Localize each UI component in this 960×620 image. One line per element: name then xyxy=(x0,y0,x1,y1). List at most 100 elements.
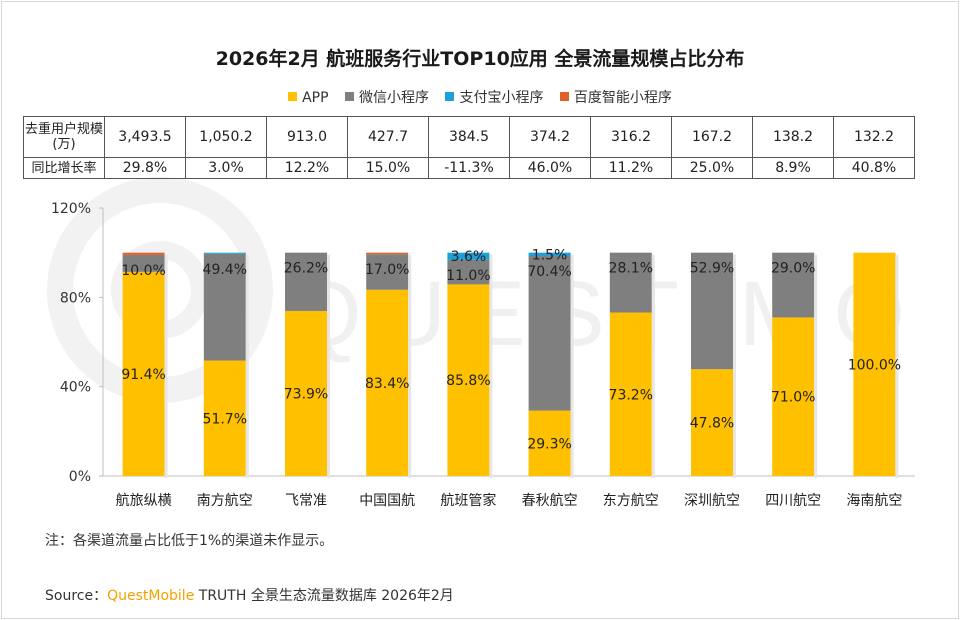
bar-segment xyxy=(447,259,490,285)
data-label: 1.5% xyxy=(532,247,568,263)
bar-shadow xyxy=(327,254,330,313)
users-cell: 138.2 xyxy=(752,116,834,158)
data-label: 85.8% xyxy=(446,373,490,389)
bar-shadow xyxy=(245,255,249,363)
users-cell: 374.2 xyxy=(509,116,591,158)
growth-cell: 11.2% xyxy=(590,157,672,179)
bar-shadow xyxy=(570,258,574,413)
data-label: 10.0% xyxy=(121,263,165,279)
users-cell: 316.2 xyxy=(590,116,672,158)
data-label: 71.0% xyxy=(771,390,815,406)
bar-segment xyxy=(285,252,327,311)
bar-segment xyxy=(691,252,733,370)
x-tick-label: 航旅纵横 xyxy=(116,493,172,509)
stats-table: 去重用户规模(万) 3,493.5 1,050.2 913.0 427.7 38… xyxy=(23,116,915,179)
bar-shadow xyxy=(570,412,574,478)
users-cell: 3,493.5 xyxy=(104,116,186,158)
bar-shadow xyxy=(814,254,818,320)
bar-segment xyxy=(772,252,815,318)
bar-segment xyxy=(203,252,246,254)
x-tick-label: 东方航空 xyxy=(603,493,659,509)
users-row: 去重用户规模(万) 3,493.5 1,050.2 913.0 427.7 38… xyxy=(23,116,915,158)
y-tick-label: 40% xyxy=(60,380,91,396)
bar-segment xyxy=(203,253,246,361)
y-tick-label: 80% xyxy=(60,290,91,306)
x-tick-label: 航班管家 xyxy=(440,492,496,509)
growth-cell: 29.8% xyxy=(104,157,186,179)
x-tick-label: 南方航空 xyxy=(197,493,253,509)
x-tick-label: 中国国航 xyxy=(359,493,415,509)
users-cell: 913.0 xyxy=(266,116,348,158)
growth-cell: 25.0% xyxy=(671,157,753,179)
stacked-bar-chart: 0% 40% 80% 120% 91.4% 10.0% 航旅纵横 51.7% 49.4% 南方航空… xyxy=(51,201,915,509)
bar-shadow xyxy=(489,261,493,287)
data-label: 49.4% xyxy=(203,262,247,278)
bar-shadow xyxy=(733,371,736,478)
growth-row: 同比增长率 29.8% 3.0% 12.2% 15.0% -11.3% 46.0… xyxy=(23,157,915,179)
growth-cell: 15.0% xyxy=(347,157,429,179)
x-tick-label: 海南航空 xyxy=(846,493,902,509)
bar-shadow xyxy=(408,254,412,257)
bar-segment xyxy=(528,410,571,476)
bar-segment xyxy=(366,252,409,255)
growth-cell: 46.0% xyxy=(509,157,591,179)
users-cell: 132.2 xyxy=(833,116,915,158)
bar-shadow xyxy=(489,254,493,262)
y-tick-label: 120% xyxy=(51,201,91,217)
bar-shadow xyxy=(245,254,249,256)
bar-segment xyxy=(853,252,896,476)
bar-segment xyxy=(122,252,165,255)
bar-segment xyxy=(285,310,327,476)
data-label: 70.4% xyxy=(527,264,571,280)
source-line: Source：QuestMobile TRUTH 全景生态流量数据库 2026年… xyxy=(45,585,454,605)
source-prefix: Source： xyxy=(45,588,108,604)
x-tick-label: 四川航空 xyxy=(765,493,821,509)
legend-item-app: APP xyxy=(288,90,329,106)
legend-item-baidu: 百度智能小程序 xyxy=(559,87,672,107)
data-label: 17.0% xyxy=(365,262,409,278)
data-label: 29.3% xyxy=(527,436,571,452)
bar-shadow xyxy=(814,319,818,478)
x-tick-label: 飞常准 xyxy=(285,493,327,509)
chart-title: 2026年2月 航班服务行业TOP10应用 全景流量规模占比分布 xyxy=(215,48,745,70)
bar-segment xyxy=(203,360,246,476)
source-rest: TRUTH 全景生态流量数据库 2026年2月 xyxy=(194,588,454,604)
data-label: 3.6% xyxy=(451,249,487,265)
footnote: 注：各渠道流量占比低于1%的渠道未作显示。 xyxy=(45,533,334,549)
bar-shadow xyxy=(408,291,412,478)
data-label: 73.9% xyxy=(284,386,328,402)
growth-cell: 8.9% xyxy=(752,157,834,179)
bar-segment xyxy=(528,256,571,411)
bar-segment xyxy=(772,317,815,476)
data-label: 52.9% xyxy=(690,261,734,277)
legend-item-wechat: 微信小程序 xyxy=(345,87,429,107)
legend: APP 微信小程序 支付宝小程序 百度智能小程序 xyxy=(0,87,960,107)
bar-shadow xyxy=(164,254,168,257)
x-tick-label: 深圳航空 xyxy=(684,493,740,509)
bar-shadow xyxy=(651,314,655,478)
data-label: 11.0% xyxy=(446,268,490,284)
bar-shadow xyxy=(245,362,249,478)
users-cell: 384.5 xyxy=(428,116,510,158)
bar-segment xyxy=(609,312,652,476)
data-label: 73.2% xyxy=(609,387,653,403)
x-tick-label: 春秋航空 xyxy=(522,493,578,509)
bar-segment xyxy=(447,284,490,476)
data-label: 83.4% xyxy=(365,376,409,392)
data-label: 26.2% xyxy=(284,261,328,277)
data-label: 47.8% xyxy=(690,416,734,432)
data-label: 29.0% xyxy=(771,261,815,277)
data-label: 91.4% xyxy=(121,367,165,383)
bar-shadow xyxy=(327,312,330,478)
bar-segment xyxy=(122,271,165,476)
y-tick-label: 0% xyxy=(69,469,91,485)
growth-cell: 3.0% xyxy=(185,157,267,179)
bar-segment xyxy=(528,252,571,257)
users-cell: 1,050.2 xyxy=(185,116,267,158)
data-label: 51.7% xyxy=(203,411,247,427)
bar-shadow xyxy=(408,256,412,292)
data-label: 100.0% xyxy=(848,357,901,373)
bar-segment xyxy=(447,252,490,260)
bar-shadow xyxy=(489,286,493,478)
